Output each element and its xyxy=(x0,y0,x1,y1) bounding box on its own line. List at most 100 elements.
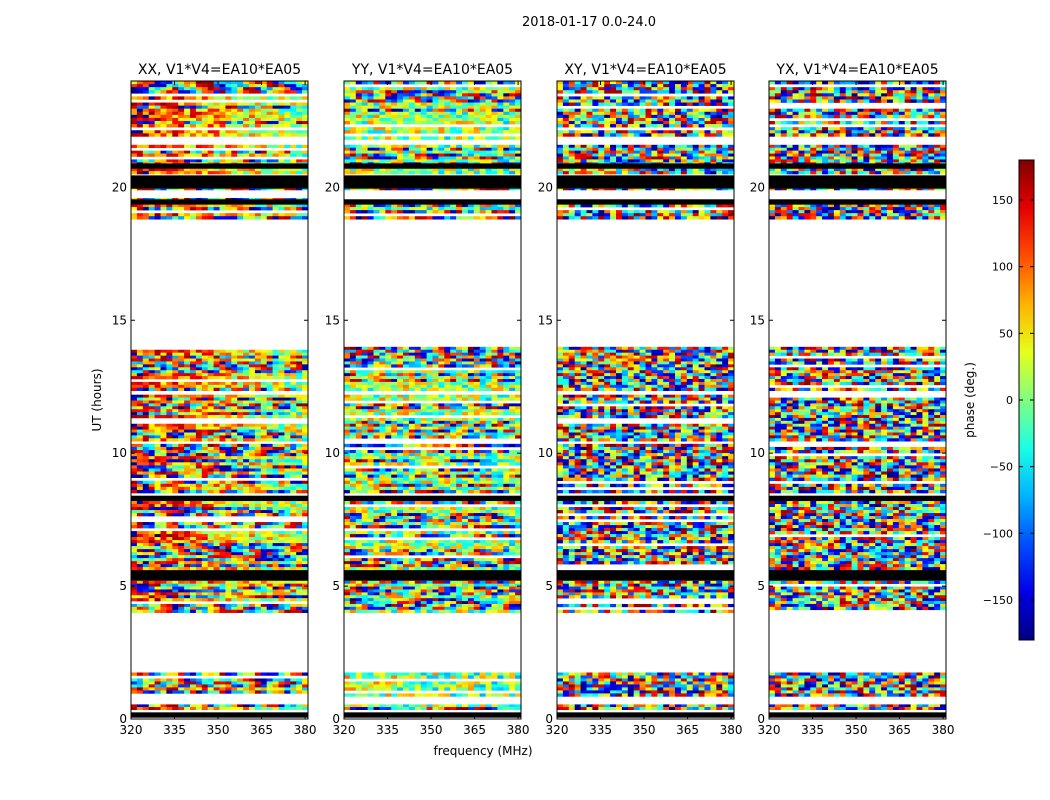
heatmap-cell xyxy=(184,456,191,460)
heatmap-cell xyxy=(509,471,516,475)
heatmap-cell xyxy=(438,546,445,550)
heatmap-cell xyxy=(450,693,457,697)
heatmap-cell xyxy=(296,105,303,109)
heatmap-cell xyxy=(272,381,279,386)
heatmap-cell xyxy=(456,474,463,478)
heatmap-cell xyxy=(485,462,492,466)
heatmap-cell xyxy=(166,84,173,88)
heatmap-cell xyxy=(296,412,303,416)
heatmap-cell xyxy=(219,567,226,571)
heatmap-cell xyxy=(397,453,404,457)
heatmap-cell xyxy=(190,400,197,404)
heatmap-cell xyxy=(284,589,291,593)
heatmap-cell xyxy=(444,693,451,697)
heatmap-cell xyxy=(184,603,191,608)
heatmap-cell xyxy=(509,531,516,535)
heatmap-cell xyxy=(154,704,161,708)
heatmap-cell xyxy=(213,394,220,398)
heatmap-cell xyxy=(254,114,262,119)
heatmap-cell xyxy=(231,534,238,538)
heatmap-cell xyxy=(249,459,256,463)
heatmap-cell xyxy=(219,153,226,157)
heatmap-cell xyxy=(231,507,238,511)
heatmap-cell xyxy=(237,114,244,119)
heatmap-cell xyxy=(284,549,291,553)
heatmap-cell xyxy=(391,552,398,556)
heatmap-cell xyxy=(379,606,386,611)
heatmap-cell xyxy=(225,102,232,106)
heatmap-cell xyxy=(201,483,209,488)
heatmap-cell xyxy=(272,412,279,416)
heatmap-cell xyxy=(391,483,398,488)
heatmap-cell xyxy=(231,456,238,460)
heatmap-cell xyxy=(444,486,451,491)
heatmap-cell xyxy=(219,446,226,451)
heatmap-cell xyxy=(201,543,209,547)
heatmap-cell xyxy=(148,543,155,547)
heatmap-cell xyxy=(201,121,209,125)
heatmap-cell xyxy=(142,150,150,154)
heatmap-cell xyxy=(344,681,351,685)
heatmap-cell xyxy=(178,546,185,550)
heatmap-cell xyxy=(231,376,238,380)
heatmap-cell xyxy=(467,456,475,460)
heatmap-cell xyxy=(408,601,416,605)
heatmap-cell xyxy=(450,531,457,535)
heatmap-cell xyxy=(249,507,256,511)
heatmap-cell xyxy=(491,486,498,491)
heatmap-cell xyxy=(154,121,161,125)
heatmap-cell xyxy=(260,153,268,157)
heatmap-cell xyxy=(349,513,357,517)
heatmap-cell xyxy=(391,583,398,587)
heatmap-cell xyxy=(497,462,504,466)
heatmap-cell xyxy=(349,558,357,562)
heatmap-cell xyxy=(302,459,309,463)
heatmap-cell xyxy=(166,90,173,94)
heatmap-cell xyxy=(166,400,173,404)
heatmap-cell xyxy=(178,525,185,529)
heatmap-cell xyxy=(361,687,368,691)
heatmap-cell xyxy=(296,537,303,541)
heatmap-cell xyxy=(201,81,209,85)
heatmap-cell xyxy=(397,397,404,401)
heatmap-cell xyxy=(166,537,173,541)
heatmap-cell xyxy=(509,586,516,590)
heatmap-cell xyxy=(136,117,144,122)
heatmap-cell xyxy=(278,540,285,544)
heatmap-cell xyxy=(231,468,238,472)
heatmap-cell xyxy=(302,159,309,163)
heatmap-cell xyxy=(219,687,226,691)
heatmap-cell xyxy=(237,105,244,109)
heatmap-cell xyxy=(266,443,273,448)
heatmap-cell xyxy=(491,564,498,568)
heatmap-cell xyxy=(154,672,161,676)
heatmap-cell xyxy=(284,355,291,359)
heatmap-cell xyxy=(367,564,374,568)
heatmap-cell xyxy=(231,409,238,413)
heatmap-cell xyxy=(278,415,285,419)
heatmap-cell xyxy=(450,592,457,596)
heatmap-cell xyxy=(160,471,167,475)
heatmap-cell xyxy=(249,450,256,454)
heatmap-cell xyxy=(178,595,185,599)
heatmap-cell xyxy=(426,453,433,457)
heatmap-cell xyxy=(160,480,167,485)
heatmap-cell xyxy=(397,522,404,526)
heatmap-cell xyxy=(420,474,427,478)
heatmap-cell xyxy=(154,507,161,511)
heatmap-cell xyxy=(231,543,238,547)
heatmap-cell xyxy=(178,150,185,154)
heatmap-cell xyxy=(237,522,244,526)
heatmap-cell xyxy=(201,678,209,682)
heatmap-cell xyxy=(243,111,250,116)
heatmap-cell xyxy=(420,707,427,710)
heatmap-cell xyxy=(231,504,238,508)
heatmap-cell xyxy=(213,358,220,362)
heatmap-cell xyxy=(503,564,510,568)
heatmap-cell xyxy=(456,598,463,602)
heatmap-cell xyxy=(154,564,161,568)
heatmap-cell xyxy=(296,384,303,389)
heatmap-cell xyxy=(290,216,297,220)
heatmap-cell xyxy=(266,367,273,371)
heatmap-cell xyxy=(237,465,244,469)
